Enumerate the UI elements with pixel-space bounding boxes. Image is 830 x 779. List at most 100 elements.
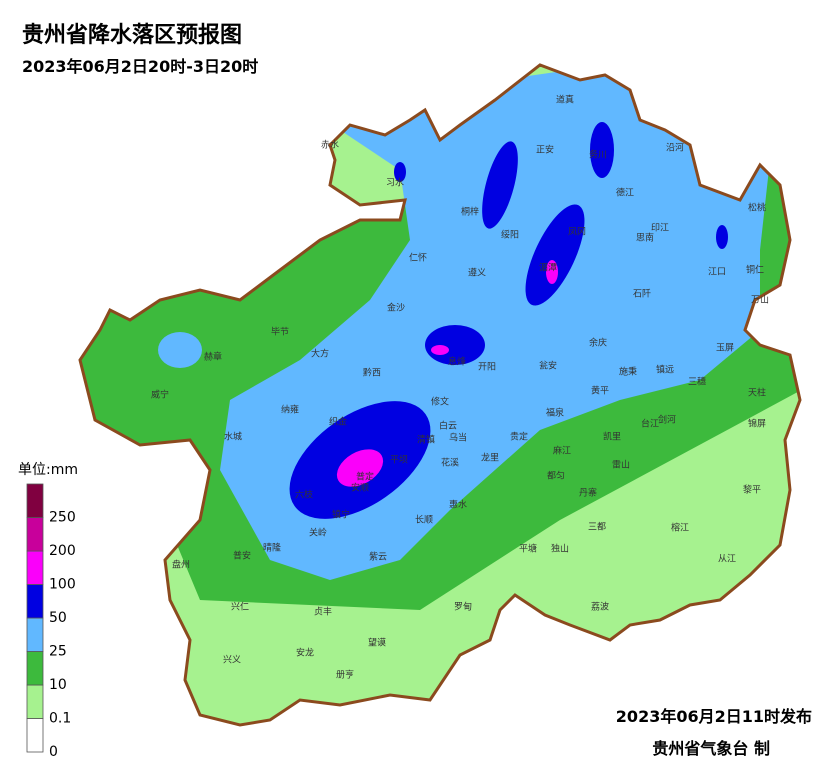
map-subtitle: 2023年06月2日20时-3日20时: [22, 57, 258, 76]
place-label: 天柱: [748, 387, 766, 399]
place-label: 凯里: [603, 431, 621, 443]
legend-swatch: [26, 617, 44, 652]
place-label: 德江: [616, 187, 634, 199]
legend: 0 0.1 10 25 50 100 200 250: [26, 483, 76, 760]
place-label: 雷山: [612, 460, 630, 471]
place-label: 罗甸: [454, 601, 472, 613]
place-label: 金沙: [387, 302, 405, 314]
place-label: 大方: [311, 348, 329, 360]
place-label: 花溪: [441, 457, 459, 469]
place-label: 织金: [329, 416, 347, 428]
map-title: 贵州省降水落区预报图: [22, 23, 242, 48]
place-label: 遵义: [468, 267, 486, 279]
issued-time: 2023年06月2日11时发布: [616, 707, 812, 726]
place-label: 威宁: [151, 389, 169, 401]
place-label: 普定: [356, 471, 374, 483]
place-label: 修文: [431, 396, 449, 408]
legend-label: 0.1: [49, 711, 71, 727]
place-label: 水城: [224, 431, 242, 443]
place-label: 平塘: [519, 543, 537, 555]
legend-label: 25: [49, 644, 67, 660]
place-label: 瓮安: [539, 360, 557, 372]
place-label: 麻江: [553, 445, 571, 457]
place-label: 毕节: [271, 326, 289, 338]
place-label: 铜仁: [746, 264, 764, 276]
place-label: 江口: [708, 267, 726, 278]
place-label: 乌当: [449, 432, 467, 444]
place-label: 三穗: [688, 376, 706, 388]
place-label: 福泉: [546, 407, 564, 419]
legend-swatch: [26, 684, 44, 719]
place-label: 册亨: [336, 669, 354, 681]
place-label: 松桃: [748, 202, 766, 214]
zone-magenta: [546, 260, 558, 284]
place-label: 赫章: [204, 351, 222, 363]
zone-blue: [482, 141, 518, 229]
place-label: 安顺: [351, 482, 369, 494]
place-label: 安龙: [296, 647, 314, 659]
legend-label: 50: [49, 610, 67, 626]
place-label: 道真: [556, 94, 574, 106]
place-label: 纳雍: [281, 404, 299, 416]
place-label: 黔西: [363, 367, 381, 379]
place-label: 兴义: [223, 655, 241, 666]
place-label: 剑河: [658, 414, 676, 426]
place-label: 锦屏: [748, 418, 766, 430]
legend-swatch: [26, 651, 44, 686]
place-label: 紫云: [369, 552, 387, 563]
place-label: 独山: [551, 543, 569, 555]
place-label: 晴隆: [263, 542, 281, 554]
place-label: 普安: [233, 550, 251, 562]
zone-magenta: [431, 345, 449, 355]
place-label: 贞丰: [314, 606, 332, 618]
zone-blue: [590, 122, 614, 178]
place-label: 关岭: [309, 527, 327, 539]
place-label: 仁怀: [409, 252, 427, 264]
place-label: 平坝: [390, 455, 408, 466]
place-label: 务川: [589, 149, 607, 161]
legend-label: 200: [49, 543, 76, 559]
place-label: 黄平: [591, 385, 609, 397]
zone-blue: [716, 225, 728, 249]
place-label: 清镇: [417, 434, 435, 446]
zone-magenta: [336, 449, 384, 487]
place-label: 黎平: [743, 484, 761, 496]
place-label: 湄潭: [539, 263, 557, 274]
place-label: 息烽: [448, 356, 466, 368]
place-label: 印江: [651, 222, 669, 234]
place-label: 正安: [536, 144, 554, 156]
place-label: 石阡: [633, 289, 651, 300]
place-label: 开阳: [478, 362, 496, 373]
place-label: 余庆: [589, 337, 607, 349]
legend-label: 250: [49, 510, 76, 526]
place-label: 龙里: [481, 452, 499, 464]
place-label: 白云: [439, 420, 457, 432]
place-label: 习水: [386, 177, 404, 189]
place-label: 丹寨: [579, 487, 597, 499]
place-label: 盘州: [172, 559, 190, 571]
place-label: 兴仁: [231, 601, 249, 613]
legend-unit: 单位:mm: [18, 462, 78, 478]
place-label: 镇宁: [332, 509, 350, 521]
legend-label: 100: [49, 577, 76, 593]
place-label: 三都: [588, 522, 606, 533]
legend-swatch: [26, 517, 44, 552]
place-label: 施秉: [619, 366, 637, 378]
place-label: 从江: [718, 554, 736, 565]
legend-swatch: [26, 550, 44, 585]
place-label: 凤冈: [568, 227, 586, 238]
place-label: 绥阳: [501, 230, 519, 241]
zone-blue: [394, 162, 406, 182]
legend-label: 10: [49, 677, 67, 693]
legend-swatch: [26, 718, 44, 753]
legend-swatch: [26, 584, 44, 619]
place-label: 赤水: [321, 139, 339, 151]
place-label: 贵定: [510, 431, 528, 443]
legend-swatch: [26, 483, 44, 518]
place-label: 台江: [641, 418, 659, 430]
place-label: 长顺: [415, 514, 433, 526]
zone-blue: [525, 204, 585, 306]
